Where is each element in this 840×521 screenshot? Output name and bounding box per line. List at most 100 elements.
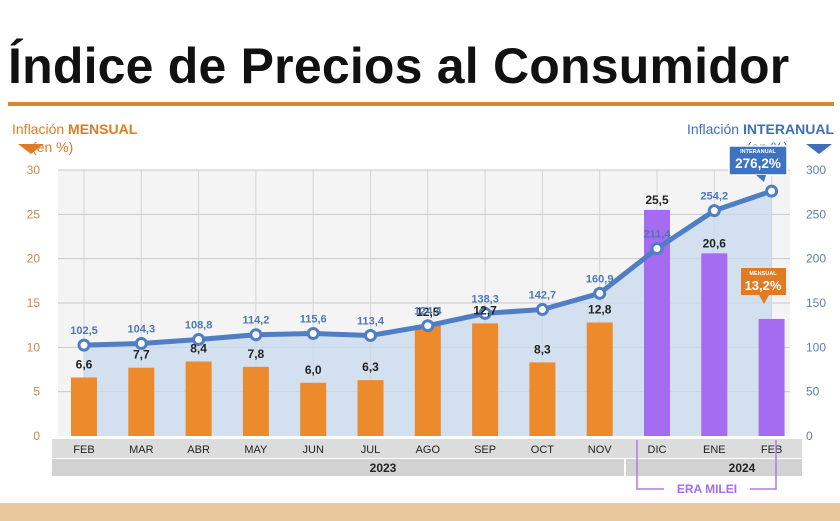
line-value-label: 160,9 [586,273,614,285]
bar-pre [300,382,327,436]
right-tick-label: 250 [806,207,826,221]
line-value-label: 102,5 [70,325,98,337]
right-tick-label: 100 [806,340,826,354]
interanual-point [421,319,435,333]
bar-pre [128,367,155,436]
interanual-point [306,327,320,341]
month-label: NOV [588,444,613,456]
line-value-label: 124,4 [414,306,442,318]
interanual-point [249,328,263,342]
left-tick-label: 0 [33,429,40,443]
interanual-point [192,333,206,347]
year-label-2023: 2023 [370,461,397,475]
interanual-callout-value: 276,2% [735,156,781,171]
left-tick-label: 20 [27,252,41,266]
left-axis-label-prefix: Inflación [12,121,69,137]
mensual-callout-tag: MENSUAL [749,271,777,277]
left-axis-arrow-icon [18,144,44,154]
mensual-callout-box [741,268,786,295]
right-tick-label: 150 [806,296,826,310]
interanual-point [765,184,779,198]
month-label: ENE [703,444,726,456]
left-axis-unit: (en %) [32,139,74,155]
month-label: FEB [73,444,94,456]
bar-pre [242,366,269,436]
month-label: ABR [187,444,210,456]
month-label: JUN [303,444,324,456]
mensual-callout-value: 13,2% [745,278,782,293]
right-axis-label-prefix: Inflación [686,121,743,137]
bar-milei [701,253,728,436]
right-axis-arrow-icon [806,144,832,154]
year-label-2024: 2024 [729,461,756,475]
mensual-callout-pointer [759,295,769,304]
right-axis-label-bold: INTERANUAL [743,121,834,137]
bar-pre [529,362,556,436]
line-value-label: 113,4 [357,315,385,327]
right-tick-label: 300 [806,163,826,177]
year-band [52,459,802,476]
left-axis-label: Inflación MENSUAL (en %) [12,120,137,156]
month-label: OCT [531,444,555,456]
right-tick-label: 200 [806,252,826,266]
line-value-label: 108,8 [185,320,213,332]
line-value-label: 114,2 [242,315,269,327]
bar-pre [357,380,384,436]
right-tick-label: 0 [806,429,813,443]
month-label: JUL [361,444,381,456]
bar-value-label: 6,3 [362,360,379,374]
month-label: FEB [761,444,782,456]
bar-value-label: 6,6 [76,357,93,371]
left-tick-label: 15 [27,296,41,310]
bar-value-label: 8,4 [190,342,207,356]
month-label: AGO [416,444,441,456]
line-value-label: 115,6 [300,314,327,326]
line-value-label: 138,3 [471,293,499,305]
era-label: ERA MILEI [677,482,737,496]
left-tick-label: 30 [27,163,41,177]
interanual-callout-pointer [756,175,766,182]
month-band [52,439,802,458]
bar-pre [586,322,613,436]
interanual-point [593,286,607,300]
interanual-callout-box [728,145,788,176]
month-label: DIC [648,444,667,456]
interanual-callout-tag: INTERANUAL [740,149,776,155]
bar-pre [414,325,441,436]
interanual-point [77,338,91,352]
bar-pre [71,377,97,436]
left-tick-label: 10 [27,340,41,354]
bar-value-label: 12,8 [588,303,612,317]
month-label: MAR [129,444,154,456]
month-label: MAY [244,444,268,456]
bar-milei [758,318,785,436]
bar-value-label: 25,5 [645,193,669,207]
line-value-label: 211,4 [644,229,672,241]
interanual-point [478,306,492,320]
right-tick-label: 50 [806,385,820,399]
interanual-point [650,242,664,256]
bar-value-label: 12,7 [473,303,497,317]
interanual-point [535,302,549,316]
bar-pre [185,361,212,436]
line-value-label: 104,3 [128,324,156,336]
left-tick-label: 25 [27,207,41,221]
interanual-point [364,328,377,342]
interanual-point [134,337,148,351]
bar-value-label: 7,8 [248,347,265,361]
page-title: Índice de Precios al Consumidor [8,38,790,94]
era-bracket [636,440,777,490]
bar-value-label: 8,3 [534,342,551,356]
month-label: SEP [474,444,496,456]
interanual-point [707,204,721,218]
title-underline [8,102,834,106]
bar-value-label: 20,6 [703,236,727,250]
bar-value-label: 7,7 [133,348,150,362]
footer-band [0,503,840,521]
bar-value-label: 6,0 [305,363,322,377]
left-axis-label-bold: MENSUAL [68,121,138,137]
bar-value-label: 12,5 [416,305,440,319]
left-tick-label: 5 [33,385,40,399]
line-value-label: 254,2 [701,191,729,203]
